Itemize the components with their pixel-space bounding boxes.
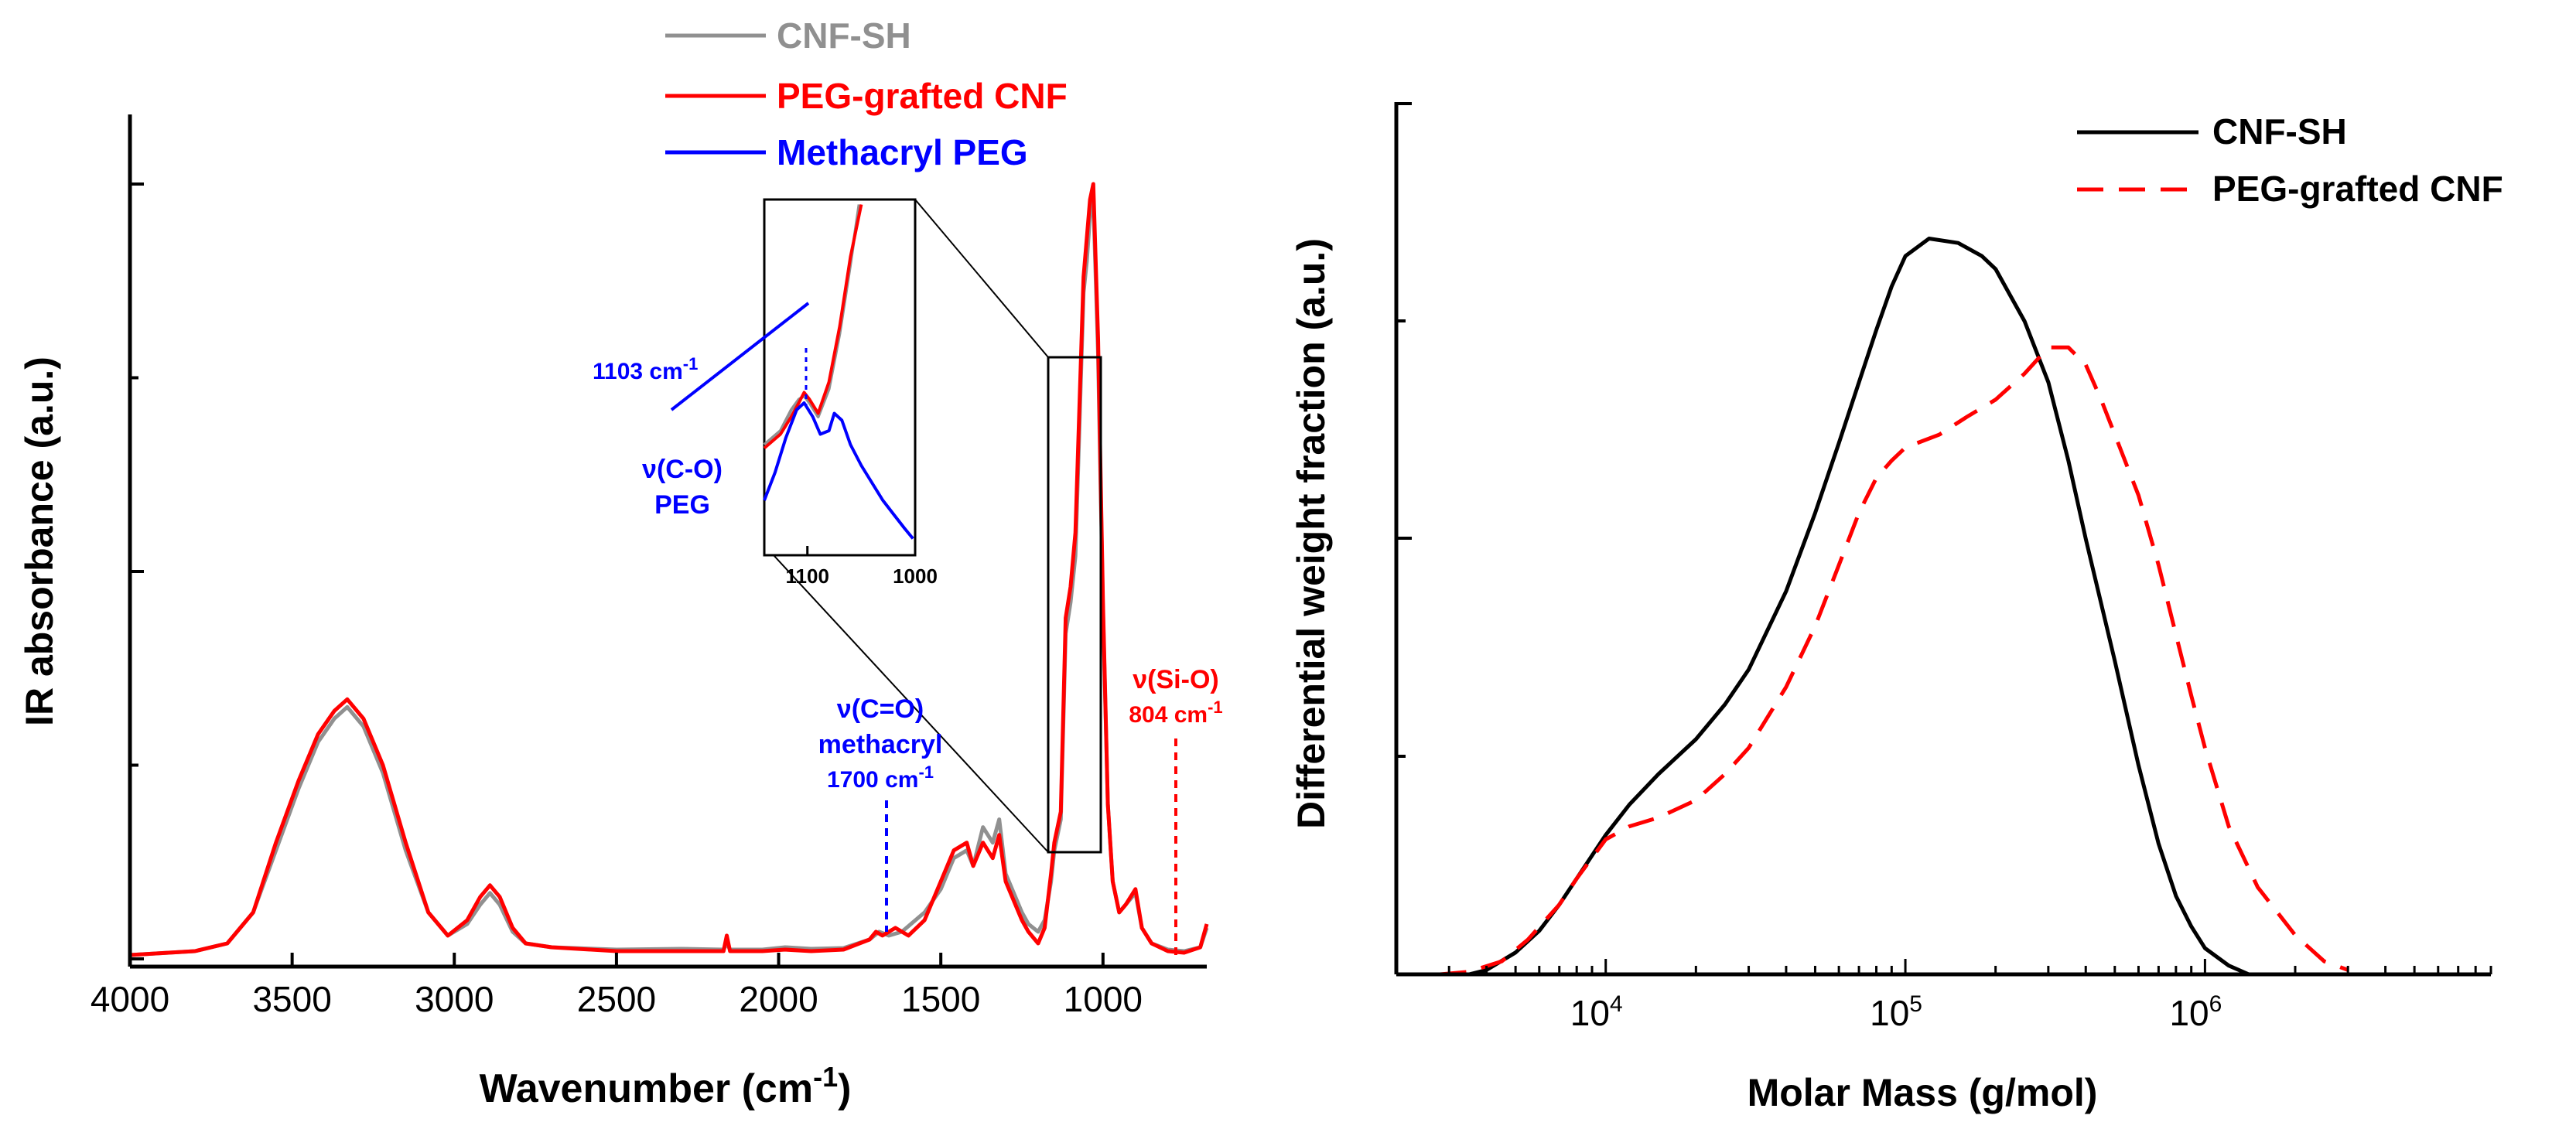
annotation-co-peg: 1103 cm-1 ν(C-O) PEG <box>593 302 810 520</box>
ir-x-tick-label: 3000 <box>415 979 494 1019</box>
ir-legend-label-methacryl-peg: Methacryl PEG <box>777 132 1028 172</box>
annotation-co-species: PEG <box>654 490 710 520</box>
annotation-sio-position-sup: -1 <box>1208 698 1223 717</box>
ir-x-tick-label: 2500 <box>577 979 656 1019</box>
annotation-ceqo-position: 1700 cm-1 <box>827 762 934 793</box>
mm-x-tick-label: 106 <box>2169 991 2222 1033</box>
ir-x-tick-label: 1000 <box>1064 979 1143 1019</box>
inset-ticks: 1100 1000 <box>786 546 938 588</box>
ir-x-axis-title-close: ) <box>838 1066 851 1111</box>
ir-x-axis-title-sup: -1 <box>813 1061 838 1093</box>
inset-x-tick-label: 1100 <box>786 564 829 588</box>
annotation-ceqo-position-main: 1700 cm <box>827 767 918 793</box>
mm-legend: CNF-SH PEG-grafted CNF <box>2077 111 2503 209</box>
ir-x-tick-label: 1500 <box>901 979 980 1019</box>
annotation-ceqo-position-sup: -1 <box>918 762 934 782</box>
annotation-ceqo-label: ν(C=O) <box>837 694 924 724</box>
annotation-co-position-main: 1103 cm <box>593 359 683 384</box>
ir-inset: 1100 1000 <box>763 198 938 588</box>
annotation-co-pointer <box>670 302 810 411</box>
mm-legend-label-peg-grafted: PEG-grafted CNF <box>2212 169 2503 209</box>
mm-x-tick-label: 105 <box>1870 991 1922 1033</box>
ir-x-tick-label: 4000 <box>91 979 169 1019</box>
annotation-ceqo-methacryl: ν(C=O) methacryl 1700 cm-1 <box>818 694 943 932</box>
mm-ticks: 104 105 106 <box>1395 102 2492 1033</box>
mm-series-group <box>1440 237 2349 977</box>
ir-series-cnf-sh <box>129 197 1209 957</box>
zoom-connector-bottom <box>773 554 1049 853</box>
annotation-sio-position: 804 cm-1 <box>1129 698 1222 728</box>
ir-ticks: 4000 3500 3000 2500 2000 1500 1000 <box>91 182 1143 1019</box>
inset-series-peg-grafted-cnf <box>763 204 863 450</box>
zoom-region-box <box>1047 356 1102 854</box>
ir-series-peg-grafted-cnf <box>129 182 1209 957</box>
mm-x-tick-label: 104 <box>1570 991 1623 1033</box>
ir-legend: CNF-SH PEG-grafted CNF Methacryl PEG <box>665 15 1068 172</box>
annotation-co-label: ν(C-O) <box>642 455 723 484</box>
zoom-connector-top <box>914 199 1049 358</box>
inset-series-group <box>763 204 914 540</box>
mm-x-axis-title: Molar Mass (g/mol) <box>1748 1071 2098 1114</box>
mm-legend-label-cnf-sh: CNF-SH <box>2212 111 2347 152</box>
inset-series-methacryl-peg <box>763 401 914 540</box>
annotation-sio-label: ν(Si-O) <box>1133 665 1218 694</box>
molar-mass-chart: 104 105 106 Differential weight fraction (… <box>1290 102 2503 1114</box>
inset-x-tick-label: 1000 <box>893 564 938 588</box>
ir-x-axis-title: Wavenumber (cm-1) <box>480 1061 852 1111</box>
ir-y-axis-title: IR absorbance (a.u.) <box>18 356 61 726</box>
inset-frame <box>763 198 917 557</box>
annotation-co-position-sup: -1 <box>683 354 699 373</box>
mm-series-peg-grafted-cnf <box>1440 345 2349 977</box>
ir-x-axis-title-main: Wavenumber (cm <box>480 1066 814 1111</box>
annotation-sio-position-main: 804 cm <box>1129 702 1208 728</box>
ir-legend-label-peg-grafted: PEG-grafted CNF <box>777 76 1068 116</box>
ir-x-tick-label: 3500 <box>252 979 331 1019</box>
annotation-ceqo-species: methacryl <box>818 730 943 759</box>
annotation-co-position: 1103 cm-1 <box>593 354 698 384</box>
ir-series-group <box>129 182 1209 957</box>
annotation-sio: ν(Si-O) 804 cm-1 <box>1129 665 1223 955</box>
ir-chart: 4000 3500 3000 2500 2000 1500 1000 IR absorban… <box>18 15 1223 1111</box>
ir-x-tick-label: 2000 <box>739 979 818 1019</box>
mm-y-axis-title: Differential weight fraction (a.u.) <box>1290 238 1333 829</box>
ir-legend-label-cnf-sh: CNF-SH <box>777 15 911 56</box>
